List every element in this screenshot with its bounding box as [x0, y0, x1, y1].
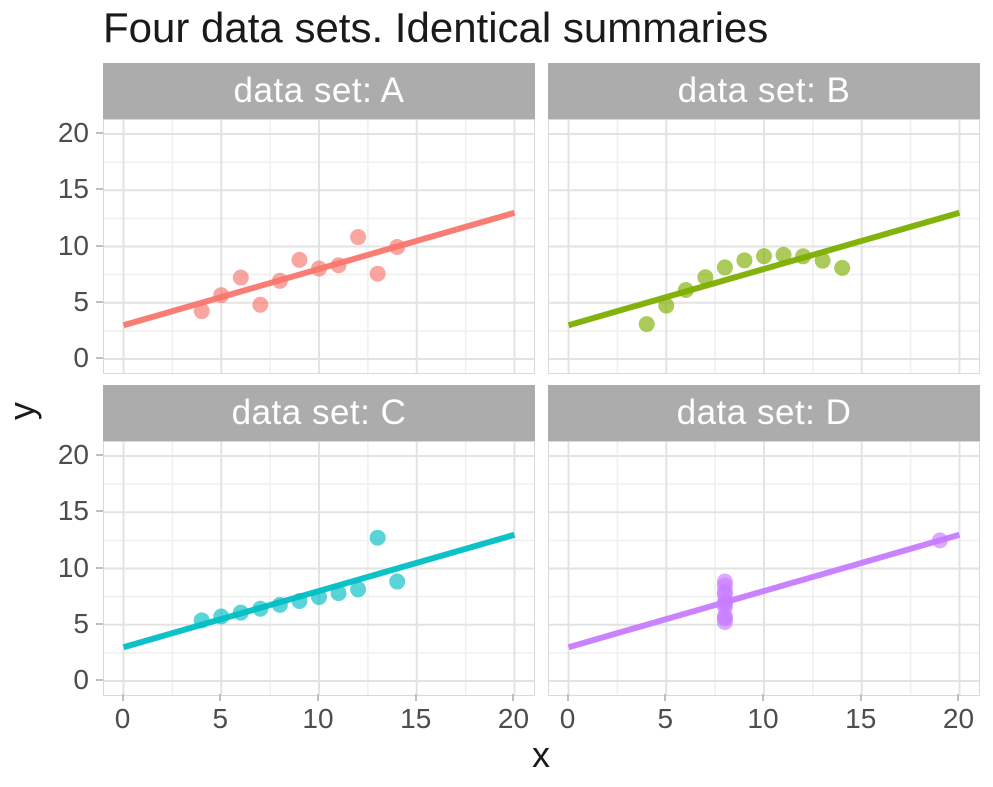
x-axis-tick — [512, 694, 515, 701]
y-axis-tick — [96, 244, 103, 247]
facet-strip-d: data set: D — [548, 385, 980, 441]
facet-chart-c — [104, 442, 534, 695]
y-tick-label: 0 — [73, 663, 89, 695]
y-tick-label: 10 — [57, 551, 89, 583]
x-tick-label: 0 — [114, 703, 131, 734]
x-tick-label: 10 — [747, 703, 779, 734]
x-axis-tick — [121, 694, 124, 701]
x-tick-label: 0 — [559, 703, 576, 734]
strip-label-b: data set: B — [677, 71, 851, 110]
y-axis-tick — [96, 566, 103, 569]
facet-strip-b: data set: B — [548, 63, 980, 119]
x-axis-tick — [762, 694, 764, 701]
y-tick-label: 5 — [73, 285, 89, 317]
x-tick-label: 10 — [302, 703, 334, 734]
y-tick-label: 20 — [57, 439, 89, 471]
x-axis-title: x — [532, 734, 550, 775]
figure-title: Four data sets. Identical summaries — [103, 4, 769, 51]
y-tick-label: 0 — [73, 341, 89, 373]
x-tick-label: 20 — [942, 703, 975, 734]
y-axis-tick — [96, 454, 103, 457]
facet-chart-b — [549, 120, 979, 373]
strip-label-d: data set: D — [676, 393, 852, 432]
x-axis-tick — [414, 694, 417, 701]
facet-panel-a — [103, 119, 535, 374]
x-tick-label: 15 — [400, 703, 432, 734]
y-axis-tick — [96, 188, 103, 191]
y-axis-tick — [96, 300, 103, 303]
y-tick-label: 10 — [57, 229, 89, 261]
facet-chart-d — [549, 442, 979, 695]
y-tick-label: 5 — [73, 607, 89, 639]
y-tick-label: 20 — [57, 117, 89, 149]
x-axis-tick — [859, 694, 862, 701]
strip-label-a: data set: A — [233, 71, 405, 110]
facet-panel-c — [103, 441, 535, 696]
x-axis-tick — [957, 694, 960, 701]
y-tick-label: 15 — [57, 173, 89, 205]
y-axis-tick — [96, 622, 103, 625]
x-tick-label: 20 — [497, 703, 530, 734]
facet-strip-a: data set: A — [103, 63, 535, 119]
x-tick-label: 15 — [845, 703, 877, 734]
facet-panel-b — [548, 119, 980, 374]
facet-panel-d — [548, 441, 980, 696]
facet-chart-a — [104, 120, 534, 373]
y-axis-tick — [96, 510, 103, 513]
x-tick-label: 5 — [212, 703, 229, 734]
y-tick-label: 15 — [57, 495, 89, 527]
strip-label-c: data set: C — [231, 393, 407, 432]
y-axis-tick — [96, 132, 103, 135]
x-axis-tick — [317, 694, 319, 701]
y-axis-tick — [96, 678, 103, 681]
y-axis-tick — [96, 356, 103, 359]
facet-strip-c: data set: C — [103, 385, 535, 441]
x-axis-tick — [219, 694, 222, 701]
x-axis-tick — [566, 694, 569, 701]
x-tick-label: 5 — [657, 703, 674, 734]
x-axis-tick — [664, 694, 667, 701]
